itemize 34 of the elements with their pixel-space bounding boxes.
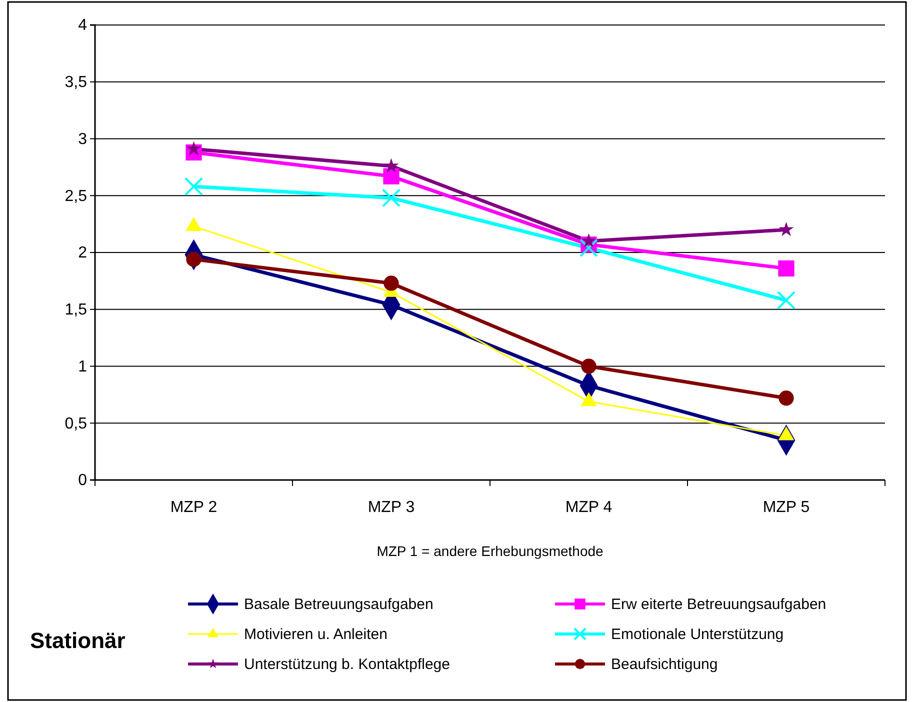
- x-tick-label: MZP 2: [170, 499, 218, 516]
- point: [383, 168, 400, 184]
- point: [581, 233, 596, 248]
- point: [776, 291, 796, 310]
- x-axis-title: MZP 1 = andere Erhebungsmethode: [376, 543, 604, 559]
- y-tick-label: 1: [78, 358, 88, 376]
- y-tick-label: 2: [78, 244, 88, 262]
- x-tick-label: MZP 4: [565, 499, 612, 516]
- point: [778, 222, 794, 236]
- point: [186, 141, 202, 156]
- point: [384, 158, 399, 172]
- point: [384, 276, 399, 291]
- legend-label: Emotionale Unterstützung: [611, 626, 784, 643]
- x-tick-label: MZP 5: [762, 499, 810, 516]
- y-tick-label: 0: [78, 472, 88, 490]
- point: [184, 177, 204, 196]
- legend-label: Unterstützung b. Kontaktpflege: [244, 656, 450, 673]
- point: [581, 358, 596, 374]
- legend-label: Erw eiterte Betreuungsaufgaben: [611, 596, 826, 613]
- point: [382, 188, 401, 208]
- x-tick-label: MZP 3: [368, 499, 415, 516]
- y-tick-label: 0,5: [64, 415, 88, 432]
- legend-label: Basale Betreuungsaufgaben: [244, 596, 434, 613]
- y-tick-label: 3,5: [64, 74, 88, 91]
- point: [778, 390, 794, 406]
- y-tick-label: 4: [78, 17, 88, 34]
- legend-label: Motivieren u. Anleiten: [244, 626, 388, 643]
- point: [579, 238, 598, 258]
- y-tick-label: 2,5: [64, 188, 88, 205]
- legend-label: Beaufsichtigung: [611, 656, 718, 673]
- point: [778, 260, 794, 276]
- y-tick-label: 3: [78, 130, 88, 148]
- y-tick-label: 1,5: [64, 301, 88, 318]
- text: Stationär: [30, 628, 126, 653]
